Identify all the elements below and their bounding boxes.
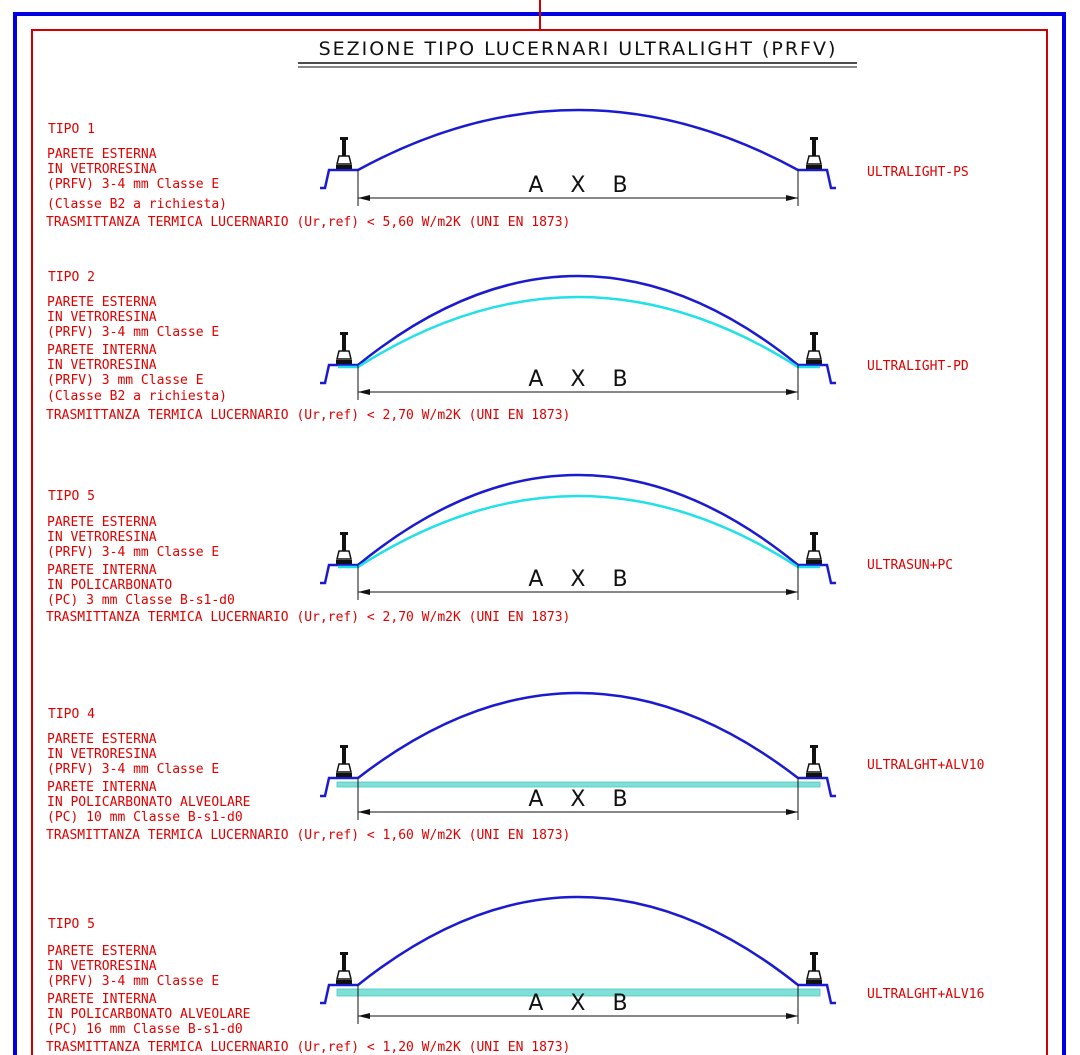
left-bolt-icon <box>336 137 352 169</box>
section-type: TIPO 5 <box>48 917 95 932</box>
product-name: ULTRALIGHT-PD <box>867 359 969 374</box>
spec-line: PARETE ESTERNA <box>47 732 157 747</box>
right-bolt-icon <box>806 745 822 777</box>
left-bolt-icon <box>336 952 352 984</box>
product-name: ULTRALIGHT-PS <box>867 165 969 180</box>
right-bolt-icon <box>806 952 822 984</box>
dimension-line <box>357 985 799 1024</box>
spec-line: (Classe B2 a richiesta) <box>47 197 227 212</box>
spec-line: (PRFV) 3-4 mm Classe E <box>47 325 219 340</box>
right-bolt-icon <box>806 332 822 364</box>
right-flange <box>798 168 836 190</box>
left-bolt-icon <box>336 532 352 564</box>
dimension-label: A X B <box>528 173 637 198</box>
spec-line: IN VETRORESINA <box>47 162 157 177</box>
dimension-line <box>357 170 799 206</box>
spec-line: PARETE INTERNA <box>47 343 157 358</box>
section-type: TIPO 4 <box>48 707 95 722</box>
outer-wall-dome <box>357 895 799 986</box>
spec-line: IN VETRORESINA <box>47 747 157 762</box>
left-flange <box>320 983 358 1005</box>
thermal-transmittance: TRASMITTANZA TERMICA LUCERNARIO (Ur,ref)… <box>46 215 570 230</box>
product-name: ULTRALGHT+ALV16 <box>867 987 984 1002</box>
spec-line: PARETE INTERNA <box>47 780 157 795</box>
left-flange <box>320 363 358 385</box>
spec-line: PARETE INTERNA <box>47 563 157 578</box>
left-flange <box>320 776 358 798</box>
dimension-label: A X B <box>528 991 637 1016</box>
spec-line: (PRFV) 3-4 mm Classe E <box>47 762 219 777</box>
thermal-transmittance: TRASMITTANZA TERMICA LUCERNARIO (Ur,ref)… <box>46 1040 570 1055</box>
spec-line: PARETE ESTERNA <box>47 147 157 162</box>
spec-line: IN VETRORESINA <box>47 530 157 545</box>
inner-wall-dome <box>338 295 820 369</box>
thermal-transmittance: TRASMITTANZA TERMICA LUCERNARIO (Ur,ref)… <box>46 828 570 843</box>
outer-wall-dome <box>357 274 799 366</box>
thermal-transmittance: TRASMITTANZA TERMICA LUCERNARIO (Ur,ref)… <box>46 610 570 625</box>
spec-line: IN VETRORESINA <box>47 959 157 974</box>
left-flange <box>320 168 358 190</box>
spec-line: PARETE INTERNA <box>47 992 157 1007</box>
drawing-title: SEZIONE TIPO LUCERNARI ULTRALIGHT (PRFV) <box>319 38 838 60</box>
spec-line: IN VETRORESINA <box>47 310 157 325</box>
cellular-polycarbonate-panel <box>336 988 821 997</box>
dimension-line <box>357 365 799 400</box>
right-flange <box>798 563 836 585</box>
dimension-line <box>357 565 799 600</box>
left-bolt-icon <box>336 332 352 364</box>
inner-wall-dome <box>338 494 820 569</box>
spec-line: PARETE ESTERNA <box>47 515 157 530</box>
spec-line: PARETE ESTERNA <box>47 295 157 310</box>
spec-line: (PRFV) 3-4 mm Classe E <box>47 545 219 560</box>
left-bolt-icon <box>336 745 352 777</box>
spec-line: PARETE ESTERNA <box>47 944 157 959</box>
right-flange <box>798 983 836 1005</box>
spec-line: IN POLICARBONATO <box>47 578 172 593</box>
thermal-transmittance: TRASMITTANZA TERMICA LUCERNARIO (Ur,ref)… <box>46 408 570 423</box>
right-flange <box>798 363 836 385</box>
left-flange <box>320 563 358 585</box>
dimension-label: A X B <box>528 787 637 812</box>
spec-line: (PC) 10 mm Classe B-s1-d0 <box>47 810 243 825</box>
outer-wall-dome <box>357 473 799 566</box>
dimension-line <box>357 778 799 820</box>
spec-line: IN VETRORESINA <box>47 358 157 373</box>
outer-wall-dome <box>357 691 799 779</box>
spec-line: IN POLICARBONATO ALVEOLARE <box>47 795 251 810</box>
product-name: ULTRASUN+PC <box>867 558 953 573</box>
right-bolt-icon <box>806 532 822 564</box>
cellular-polycarbonate-panel <box>336 781 821 788</box>
product-name: ULTRALGHT+ALV10 <box>867 758 984 773</box>
section-type: TIPO 5 <box>48 489 95 504</box>
spec-line: (PRFV) 3-4 mm Classe E <box>47 177 219 192</box>
right-flange <box>798 776 836 798</box>
spec-line: (PRFV) 3 mm Classe E <box>47 373 204 388</box>
outer-wall-dome <box>357 108 799 172</box>
spec-line: (PC) 16 mm Classe B-s1-d0 <box>47 1022 243 1037</box>
section-type: TIPO 1 <box>48 122 95 137</box>
section-type: TIPO 2 <box>48 270 95 285</box>
spec-line: IN POLICARBONATO ALVEOLARE <box>47 1007 251 1022</box>
dimension-label: A X B <box>528 367 637 392</box>
right-bolt-icon <box>806 137 822 169</box>
spec-line: (PRFV) 3-4 mm Classe E <box>47 974 219 989</box>
dimension-label: A X B <box>528 567 637 592</box>
spec-line: (PC) 3 mm Classe B-s1-d0 <box>47 593 235 608</box>
spec-line: (Classe B2 a richiesta) <box>47 389 227 404</box>
